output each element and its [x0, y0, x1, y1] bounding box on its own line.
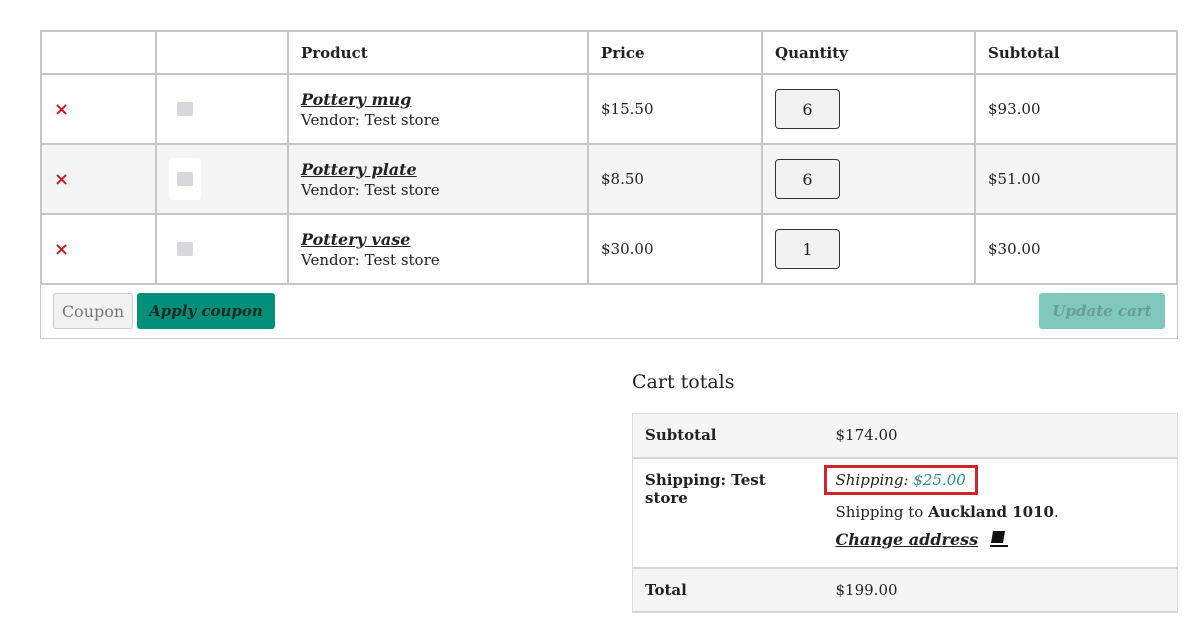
- quantity-input[interactable]: 6: [775, 89, 840, 129]
- product-thumbnail[interactable]: [169, 228, 201, 270]
- image-placeholder-icon: [177, 242, 193, 256]
- shipping-label: Shipping: Test store: [632, 457, 824, 569]
- total-label: Total: [632, 567, 824, 613]
- product-price: $8.50: [587, 143, 763, 215]
- cart-totals-title: Cart totals: [632, 371, 735, 393]
- remove-item-button[interactable]: ×: [54, 168, 70, 190]
- cart-row: × Pottery plate Vendor: Test store $8.50 …: [40, 143, 1178, 215]
- product-subtotal: $93.00: [974, 73, 1178, 145]
- shipping-method: Shipping:: [835, 470, 909, 489]
- subtotal-label: Subtotal: [632, 413, 824, 459]
- product-subtotal: $30.00: [974, 213, 1178, 285]
- shipping-destination: Shipping to Auckland 1010.: [835, 502, 1059, 521]
- update-cart-button[interactable]: Update cart: [1039, 293, 1165, 329]
- truck-icon: [990, 531, 1009, 547]
- total-value: $199.00: [823, 567, 1178, 613]
- coupon-input[interactable]: Coupon: [53, 293, 133, 329]
- quantity-input[interactable]: 6: [775, 159, 840, 199]
- change-address-label[interactable]: Change address: [835, 529, 979, 549]
- shipping-row: Shipping: Test store Shipping: $25.00 Sh…: [632, 457, 1178, 569]
- product-link[interactable]: Pottery plate: [301, 159, 417, 179]
- product-vendor: Vendor: Test store: [301, 110, 440, 129]
- header-thumbnail: [155, 30, 289, 75]
- header-remove: [40, 30, 157, 75]
- header-quantity: Quantity: [761, 30, 976, 75]
- product-subtotal: $51.00: [974, 143, 1178, 215]
- product-link[interactable]: Pottery mug: [301, 89, 412, 109]
- shipping-location: Auckland 1010: [928, 502, 1054, 521]
- apply-coupon-button[interactable]: Apply coupon: [137, 293, 275, 329]
- product-price: $30.00: [587, 213, 763, 285]
- product-vendor: Vendor: Test store: [301, 250, 440, 269]
- header-product: Product: [287, 30, 589, 75]
- cart-header-row: Product Price Quantity Subtotal: [40, 30, 1178, 75]
- cart-row: × Pottery vase Vendor: Test store $30.00 …: [40, 213, 1178, 285]
- header-subtotal: Subtotal: [974, 30, 1178, 75]
- cart-actions: Coupon Apply coupon Update cart: [40, 283, 1178, 339]
- cart-totals-table: Subtotal $174.00 Shipping: Test store Sh…: [632, 413, 1178, 613]
- product-thumbnail[interactable]: [169, 88, 201, 130]
- remove-item-button[interactable]: ×: [54, 238, 70, 260]
- header-price: Price: [587, 30, 763, 75]
- change-address-link[interactable]: Change address: [836, 530, 1166, 549]
- product-thumbnail[interactable]: [169, 158, 201, 200]
- product-vendor: Vendor: Test store: [301, 180, 440, 199]
- remove-item-button[interactable]: ×: [54, 98, 70, 120]
- cart-table: Product Price Quantity Subtotal × Potter…: [40, 30, 1178, 285]
- cart-row: × Pottery mug Vendor: Test store $15.50 6…: [40, 73, 1178, 145]
- product-link[interactable]: Pottery vase: [301, 229, 411, 249]
- subtotal-row: Subtotal $174.00: [632, 413, 1178, 459]
- shipping-to-text: Shipping to: [835, 502, 924, 521]
- shipping-option: Shipping: $25.00: [823, 464, 978, 495]
- shipping-amount: $25.00: [913, 470, 966, 489]
- image-placeholder-icon: [177, 102, 193, 116]
- subtotal-value: $174.00: [823, 413, 1178, 459]
- quantity-input[interactable]: 1: [775, 229, 840, 269]
- product-price: $15.50: [587, 73, 763, 145]
- image-placeholder-icon: [177, 172, 193, 186]
- total-row: Total $199.00: [632, 567, 1178, 613]
